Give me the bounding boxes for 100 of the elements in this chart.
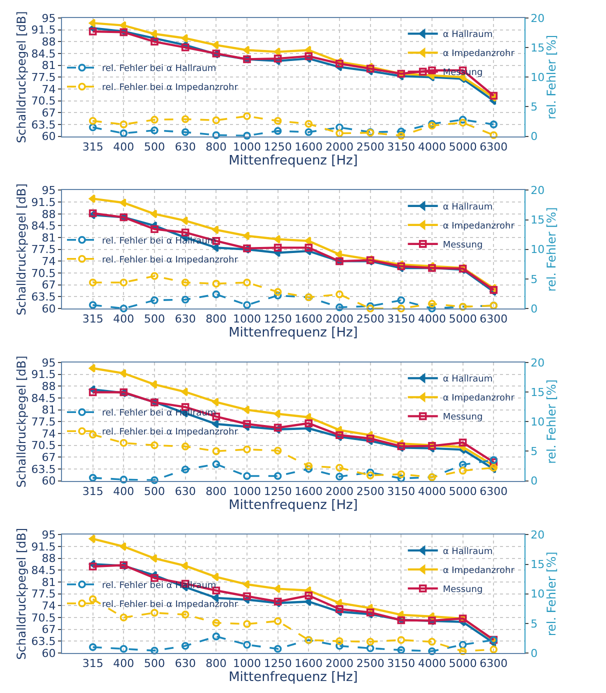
y-tick-label: 74 <box>42 255 56 268</box>
y-tick-label: 81 <box>42 576 56 589</box>
legend-label: Messung <box>442 240 483 250</box>
y-tick-label: 95 <box>42 528 56 542</box>
y-tick-label: 81 <box>42 404 56 417</box>
y-tick-label: 95 <box>42 184 56 198</box>
y-tick-label: 60 <box>42 302 56 316</box>
legend-label: α Hallraum <box>442 546 493 557</box>
legend-label: Messung <box>442 584 483 595</box>
y-tick-label: 67 <box>42 106 56 120</box>
y-tick-label: 67 <box>42 623 56 636</box>
y-tick-label: 60 <box>42 646 56 660</box>
y-tick-label: 81 <box>42 59 56 72</box>
y2-tick-label: 0 <box>530 130 538 144</box>
x-tick-label: 1000 <box>232 484 261 498</box>
x-tick-label: 1000 <box>232 312 261 326</box>
x-tick-label: 5000 <box>448 140 477 154</box>
y-tick-label: 74 <box>42 600 56 613</box>
y-tick-label: 84.5 <box>31 220 56 233</box>
y2-tick-label: 0 <box>530 646 538 660</box>
x-axis-title: Mittenfrequenz [Hz] <box>228 498 358 513</box>
y-tick-label: 95 <box>42 356 56 370</box>
y-tick-label: 88 <box>42 36 56 48</box>
y-tick-label: 88 <box>42 380 56 393</box>
y-axis-title: Schalldruckpegel [dB] <box>14 183 29 316</box>
x-tick-label: 1600 <box>294 140 323 154</box>
x-tick-label: 3150 <box>387 657 416 670</box>
y-tick-label: 84.5 <box>31 392 56 405</box>
y-tick-label: 91.5 <box>31 24 56 37</box>
x-tick-label: 1600 <box>294 657 323 670</box>
x-tick-label: 800 <box>206 657 227 670</box>
y-tick-label: 63.5 <box>31 290 56 304</box>
y-tick-label: 63.5 <box>31 118 56 132</box>
x-tick-label: 5000 <box>448 657 477 670</box>
y2-tick-label: 20 <box>530 356 545 370</box>
y2-tick-label: 0 <box>530 302 538 316</box>
legend-label: rel. Fehler bei α Impedanzrohr <box>102 600 238 610</box>
x-tick-label: 1250 <box>264 312 292 326</box>
y2-tick-label: 20 <box>530 12 545 25</box>
x-tick-label: 315 <box>82 312 104 326</box>
y2-tick-label: 5 <box>530 100 538 114</box>
x-tick-label: 315 <box>82 657 104 670</box>
x-tick-label: 1000 <box>232 657 261 670</box>
x-tick-label: 1250 <box>264 484 292 498</box>
y2-tick-label: 5 <box>530 445 538 458</box>
x-tick-label: 500 <box>144 484 165 498</box>
x-tick-label: 2500 <box>356 140 384 154</box>
x-tick-label: 6300 <box>480 657 508 670</box>
x-tick-label: 1250 <box>264 140 292 154</box>
y-tick-label: 91.5 <box>31 196 56 209</box>
x-tick-label: 4000 <box>418 312 446 326</box>
y-tick-label: 60 <box>42 130 56 144</box>
y-tick-label: 70.5 <box>31 611 56 624</box>
x-tick-label: 800 <box>206 312 227 326</box>
y-tick-label: 70.5 <box>31 94 56 108</box>
y2-axis-title: rel. Fehler [%] <box>544 379 559 464</box>
y-tick-label: 70.5 <box>31 266 56 280</box>
x-tick-label: 800 <box>206 484 227 498</box>
x-tick-label: 4000 <box>418 140 446 154</box>
y-axis-title: Schalldruckpegel [dB] <box>14 11 29 144</box>
x-tick-label: 315 <box>82 140 104 154</box>
y-tick-label: 88 <box>42 208 56 221</box>
legend-label: α Hallraum <box>442 374 493 385</box>
x-tick-label: 2500 <box>356 312 384 326</box>
x-tick-label: 400 <box>113 140 134 154</box>
y-axis-title: Schalldruckpegel [dB] <box>14 528 29 660</box>
y-tick-label: 84.5 <box>31 47 56 60</box>
legend-label: α Impedanzrohr <box>442 394 515 404</box>
x-tick-label: 630 <box>174 484 196 498</box>
x-tick-label: 5000 <box>448 312 477 326</box>
x-tick-label: 6300 <box>480 140 508 154</box>
legend-label: α Impedanzrohr <box>442 49 515 60</box>
y-tick-label: 81 <box>42 231 56 244</box>
y2-tick-label: 20 <box>530 184 545 198</box>
x-tick-label: 500 <box>144 657 165 670</box>
x-axis-title: Mittenfrequenz [Hz] <box>228 326 358 341</box>
x-tick-label: 3150 <box>387 312 416 326</box>
x-tick-label: 630 <box>174 312 196 326</box>
y-tick-label: 91.5 <box>31 368 56 382</box>
y-tick-label: 77.5 <box>31 588 56 601</box>
y-tick-label: 67 <box>42 450 56 464</box>
legend-label: rel. Fehler bei α Hallraum <box>102 64 216 74</box>
y-tick-label: 77.5 <box>31 243 56 256</box>
y-tick-label: 84.5 <box>31 564 56 578</box>
y-tick-label: 67 <box>42 278 56 292</box>
x-axis-title: Mittenfrequenz [Hz] <box>228 670 358 686</box>
y2-tick-label: 10 <box>530 588 545 601</box>
y-tick-label: 70.5 <box>31 439 56 452</box>
x-tick-label: 5000 <box>448 484 477 498</box>
x-tick-label: 2000 <box>325 312 354 326</box>
y-tick-label: 74 <box>42 427 56 440</box>
legend-label: rel. Fehler bei α Impedanzrohr <box>102 428 238 438</box>
legend-label: rel. Fehler bei α Impedanzrohr <box>102 83 238 94</box>
x-tick-label: 630 <box>174 140 196 154</box>
legend-label: Messung <box>442 412 483 423</box>
x-tick-label: 4000 <box>418 484 446 498</box>
x-tick-label: 2000 <box>325 484 354 498</box>
x-tick-label: 3150 <box>387 140 416 154</box>
x-tick-label: 1250 <box>264 657 292 670</box>
x-tick-label: 1600 <box>294 312 323 326</box>
